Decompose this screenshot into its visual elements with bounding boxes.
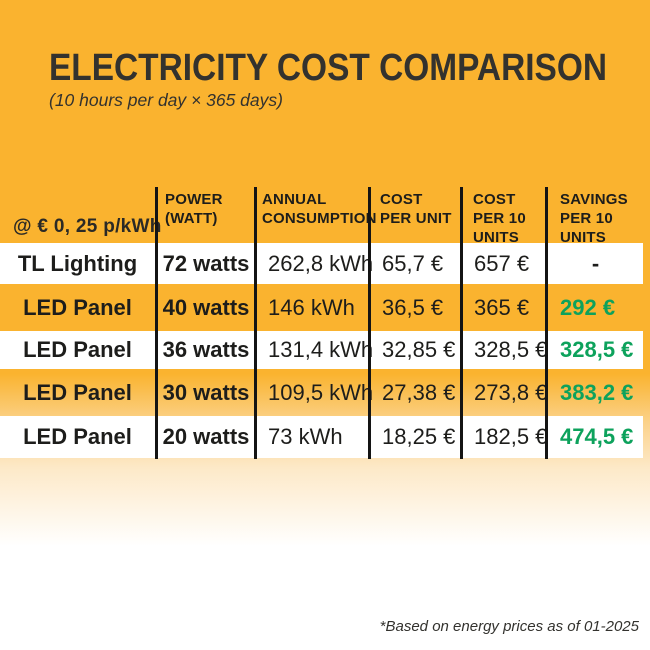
cost-per-unit-cell: 65,7 € bbox=[382, 250, 444, 276]
column-header-annual-consumption: ANNUAL CONSUMPTION bbox=[262, 191, 377, 227]
product-name-cell: LED Panel bbox=[23, 294, 132, 320]
table-body: TL Lighting 72 watts 262,8 kWh 65,7 € 65… bbox=[0, 243, 643, 458]
page-subtitle: (10 hours per day × 365 days) bbox=[49, 90, 283, 110]
product-name-cell: LED Panel bbox=[23, 337, 132, 362]
footnote: *Based on energy prices as of 01-2025 bbox=[379, 618, 639, 635]
column-divider-1 bbox=[155, 187, 158, 459]
product-name-cell: LED Panel bbox=[23, 379, 132, 405]
column-divider-5 bbox=[545, 187, 548, 459]
page-title: ELECTRICITY COST COMPARISON bbox=[49, 47, 607, 89]
cost-per-unit-cell: 18,25 € bbox=[382, 424, 456, 449]
annual-consumption-cell: 146 kWh bbox=[268, 294, 355, 320]
cost-per-unit-cell: 32,85 € bbox=[382, 337, 456, 362]
table-row-led-40w: LED Panel 40 watts 146 kWh 36,5 € 365 € … bbox=[0, 284, 643, 331]
rate-per-kwh-label: @ € 0, 25 p/kWh bbox=[13, 216, 162, 237]
column-header-cost-per-unit: COST PER UNIT bbox=[380, 191, 452, 227]
product-name-cell: LED Panel bbox=[23, 424, 132, 449]
power-cell: 20 watts bbox=[162, 424, 250, 449]
annual-consumption-cell: 109,5 kWh bbox=[268, 379, 374, 405]
table-row-led-36w: LED Panel 36 watts 131,4 kWh 32,85 € 328… bbox=[0, 331, 643, 369]
power-cell: 72 watts bbox=[162, 250, 250, 276]
savings-cell: 292 € bbox=[560, 294, 616, 320]
savings-cell: 383,2 € bbox=[560, 379, 634, 405]
product-name-cell: TL Lighting bbox=[17, 250, 138, 276]
column-divider-3 bbox=[368, 187, 371, 459]
annual-consumption-cell: 73 kWh bbox=[268, 424, 343, 449]
cost-per-10-units-cell: 182,5 € bbox=[474, 424, 548, 449]
power-cell: 36 watts bbox=[162, 337, 250, 362]
cost-per-unit-cell: 36,5 € bbox=[382, 294, 444, 320]
annual-consumption-cell: 262,8 kWh bbox=[268, 250, 374, 276]
column-divider-2 bbox=[254, 187, 257, 459]
savings-cell: - bbox=[591, 250, 600, 276]
savings-cell: 474,5 € bbox=[560, 424, 634, 449]
column-header-power: POWER (WATT) bbox=[165, 191, 223, 227]
column-header-cost-per-10-units: COST PER 10 UNITS bbox=[473, 191, 526, 246]
table-row-led-30w: LED Panel 30 watts 109,5 kWh 27,38 € 273… bbox=[0, 369, 643, 416]
cost-per-10-units-cell: 365 € bbox=[474, 294, 530, 320]
annual-consumption-cell: 131,4 kWh bbox=[268, 337, 374, 362]
column-header-savings-per-10-units: SAVINGS PER 10 UNITS bbox=[560, 191, 628, 246]
table-row-led-20w: LED Panel 20 watts 73 kWh 18,25 € 182,5 … bbox=[0, 416, 643, 458]
column-divider-4 bbox=[460, 187, 463, 459]
table-row-tl-lighting: TL Lighting 72 watts 262,8 kWh 65,7 € 65… bbox=[0, 243, 643, 284]
power-cell: 40 watts bbox=[162, 294, 250, 320]
cost-per-10-units-cell: 657 € bbox=[474, 250, 530, 276]
cost-per-unit-cell: 27,38 € bbox=[382, 379, 456, 405]
cost-per-10-units-cell: 273,8 € bbox=[474, 379, 548, 405]
power-cell: 30 watts bbox=[162, 379, 250, 405]
savings-cell: 328,5 € bbox=[560, 337, 634, 362]
cost-per-10-units-cell: 328,5 € bbox=[474, 337, 548, 362]
